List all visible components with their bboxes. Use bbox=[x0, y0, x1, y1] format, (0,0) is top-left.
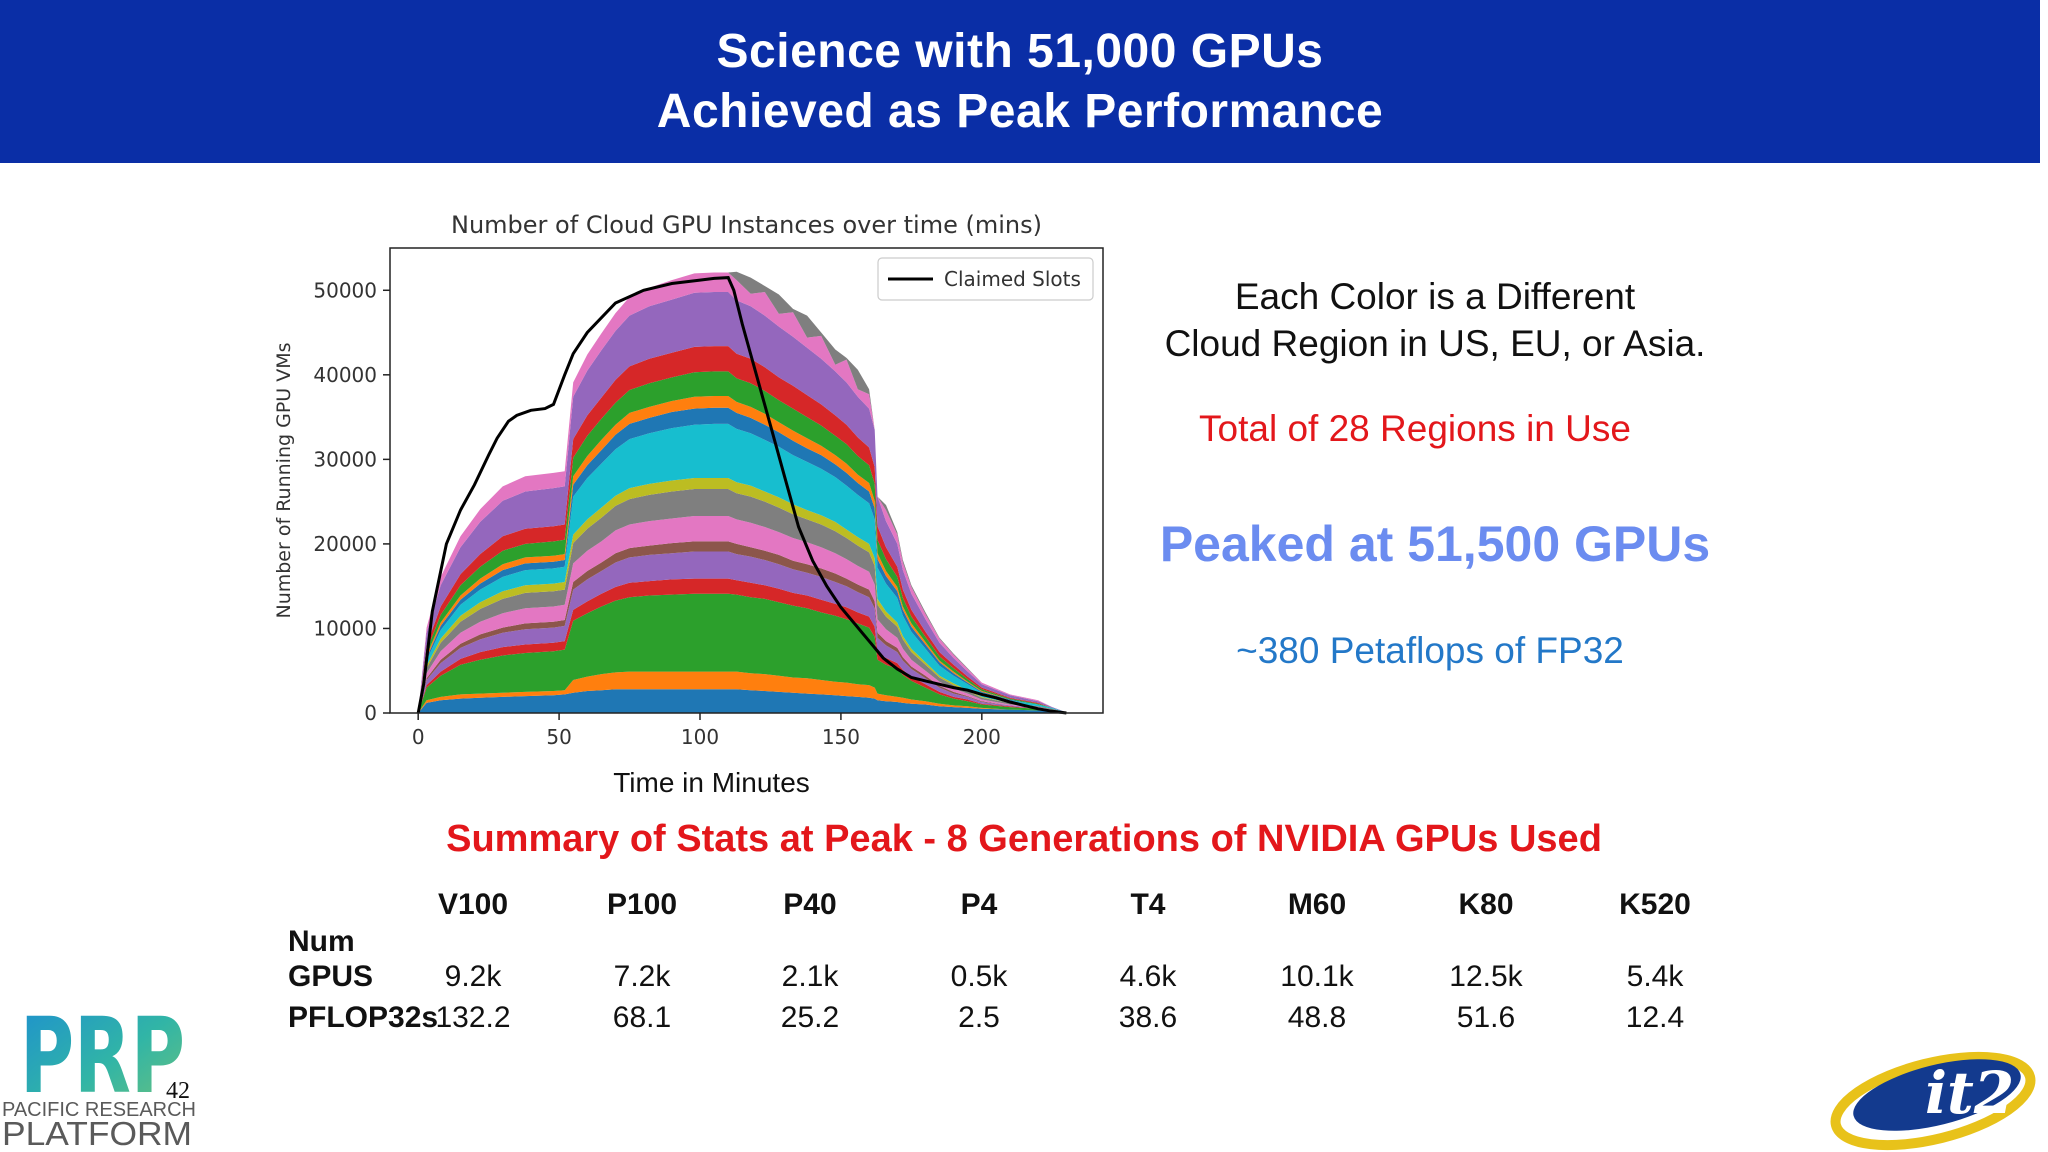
petaflops-note: ~380 Petaflops of FP32 bbox=[1236, 630, 1624, 671]
pflop32s-cell: 25.2 bbox=[780, 1001, 840, 1034]
prp-logo: PRP PACIFIC RESEARCH PLATFORM bbox=[2, 995, 196, 1152]
pflop32s-cell: 2.5 bbox=[958, 1001, 1000, 1034]
slide-header: Science with 51,000 GPUs Achieved as Pea… bbox=[0, 0, 2040, 163]
y-axis-label: Number of Running GPU VMs bbox=[273, 342, 295, 618]
row-label-pflop: PFLOP32s bbox=[288, 1001, 439, 1034]
row-label-gpus: GPUS bbox=[288, 960, 374, 993]
gpu-column-header: P40 bbox=[783, 888, 837, 921]
area-series-7 bbox=[418, 516, 1067, 713]
pflop32s-cell: 51.6 bbox=[1456, 1001, 1516, 1034]
chart-title: Number of Cloud GPU Instances over time … bbox=[451, 211, 1042, 239]
gpu-column-header: M60 bbox=[1287, 888, 1347, 921]
color-note: Each Color is a Different Cloud Region i… bbox=[1120, 273, 1750, 367]
gpu-column-header: T4 bbox=[1130, 888, 1166, 921]
num-gpus-cell: 10.1k bbox=[1280, 960, 1354, 993]
num-gpus-cell: 2.1k bbox=[781, 960, 839, 993]
area-series-3 bbox=[418, 593, 1067, 713]
x-tick-label: 100 bbox=[681, 725, 719, 749]
gpu-column-header: V100 bbox=[437, 888, 509, 921]
area-series-10 bbox=[418, 423, 1067, 713]
pflop32s-cell: 12.4 bbox=[1625, 1001, 1685, 1034]
slide-number: 42 bbox=[166, 1078, 190, 1104]
plot-frame bbox=[389, 247, 1104, 714]
num-gpus-cell: 4.6k bbox=[1119, 960, 1177, 993]
area-series-2 bbox=[418, 671, 1067, 713]
area-series-13 bbox=[418, 371, 1067, 713]
area-series-6 bbox=[418, 541, 1067, 713]
pflop32s-cell: 68.1 bbox=[612, 1001, 672, 1034]
peak-note: Peaked at 51,500 GPUs bbox=[1159, 516, 1711, 572]
prp-logo-line1: PACIFIC RESEARCH bbox=[2, 1099, 196, 1121]
num-gpus-cell: 5.4k bbox=[1626, 960, 1684, 993]
num-gpus-cell: 7.2k bbox=[613, 960, 671, 993]
x-tick-label: 50 bbox=[546, 725, 571, 749]
regions-note: Total of 28 Regions in Use bbox=[1199, 408, 1631, 449]
num-gpus-cell: 9.2k bbox=[444, 960, 502, 993]
legend-label: Claimed Slots bbox=[944, 267, 1081, 291]
gpu-column-header: P4 bbox=[960, 888, 998, 921]
color-note-line1: Each Color is a Different bbox=[1234, 276, 1636, 317]
claimed-slots-line bbox=[416, 276, 1067, 715]
area-series-15 bbox=[418, 292, 1067, 713]
pflop32s-cell: 132.2 bbox=[435, 1001, 511, 1034]
row-label-num: Num bbox=[288, 925, 355, 958]
slide-title-line2: Achieved as Peak Performance bbox=[656, 84, 1384, 138]
gpu-column-header: P100 bbox=[606, 888, 678, 921]
area-series-8 bbox=[418, 489, 1067, 713]
pflop32s-cell: 48.8 bbox=[1287, 1001, 1347, 1034]
y-tick-label: 0 bbox=[364, 701, 377, 725]
y-tick-label: 40000 bbox=[313, 363, 377, 387]
x-tick-label: 200 bbox=[963, 725, 1001, 749]
x-tick-label: 0 bbox=[412, 725, 425, 749]
y-tick-label: 50000 bbox=[313, 278, 377, 302]
x-tick-label: 150 bbox=[822, 725, 860, 749]
gpu-instances-chart: 0 10000 20000 30000 40000 50000 0 50 100 150 200 Nu… bbox=[273, 211, 1104, 798]
it2-logo-text: it2 bbox=[1925, 1059, 2014, 1127]
y-tick-label: 20000 bbox=[313, 532, 377, 556]
summary-title: Summary of Stats at Peak - 8 Generations… bbox=[446, 818, 1602, 860]
color-note-line2: Cloud Region in US, EU, or Asia. bbox=[1164, 323, 1706, 364]
pflop32s-cell: 38.6 bbox=[1118, 1001, 1178, 1034]
prp-logo-text: PRP bbox=[20, 995, 185, 1117]
y-tick-label: 10000 bbox=[313, 616, 377, 640]
slide-title-line1: Science with 51,000 GPUs bbox=[716, 24, 1324, 78]
num-gpus-cell: 0.5k bbox=[950, 960, 1008, 993]
gpu-column-header: K80 bbox=[1458, 888, 1514, 921]
num-gpus-cell: 12.5k bbox=[1449, 960, 1523, 993]
legend-box bbox=[877, 257, 1094, 301]
area-series-14 bbox=[418, 346, 1067, 713]
area-series-11 bbox=[418, 407, 1067, 713]
prp-logo-line2: PLATFORM bbox=[2, 1115, 192, 1152]
area-series-5 bbox=[418, 551, 1067, 713]
area-series-16 bbox=[418, 272, 1067, 713]
x-axis-label: Time in Minutes bbox=[613, 767, 810, 798]
it2-logo: it2 bbox=[1830, 1051, 2036, 1151]
area-series-1 bbox=[418, 689, 1067, 713]
gpu-column-header: K520 bbox=[1619, 888, 1691, 921]
area-series-4 bbox=[418, 578, 1067, 713]
y-tick-label: 30000 bbox=[313, 447, 377, 471]
